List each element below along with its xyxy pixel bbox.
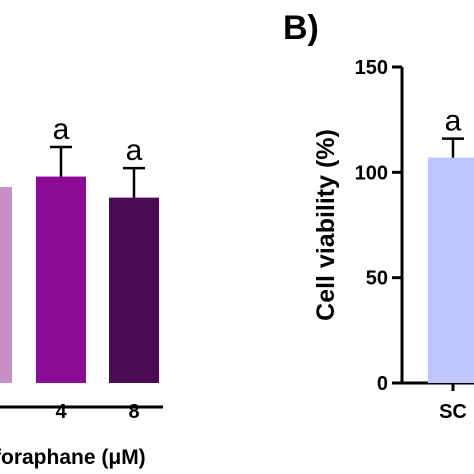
significance-label: a (445, 105, 462, 138)
significance-label: a (126, 134, 143, 167)
chart-panel-a: a 4 a 8 (0, 113, 159, 423)
y-tick-label: 0 (377, 373, 388, 395)
x-tick-label: SC (439, 401, 467, 423)
y-tick-label: 50 (366, 268, 388, 290)
panel-b-label: B) (283, 9, 319, 47)
x-tick-label: 4 (55, 401, 67, 423)
significance-label: a (53, 113, 70, 146)
x-tick-label: 8 (128, 401, 139, 423)
y-tick-label: 150 (355, 57, 388, 79)
chart-panel-b: 0 50 100 150 a SC (355, 57, 474, 423)
bar (36, 176, 86, 383)
y-tick-label: 100 (355, 162, 388, 184)
bar (428, 157, 474, 383)
bar (109, 197, 159, 383)
panel-b-y-axis-label: Cell viability (%) (312, 129, 340, 321)
panel-a-x-axis-label: foraphane (μM) (0, 446, 146, 469)
bar (0, 187, 12, 383)
